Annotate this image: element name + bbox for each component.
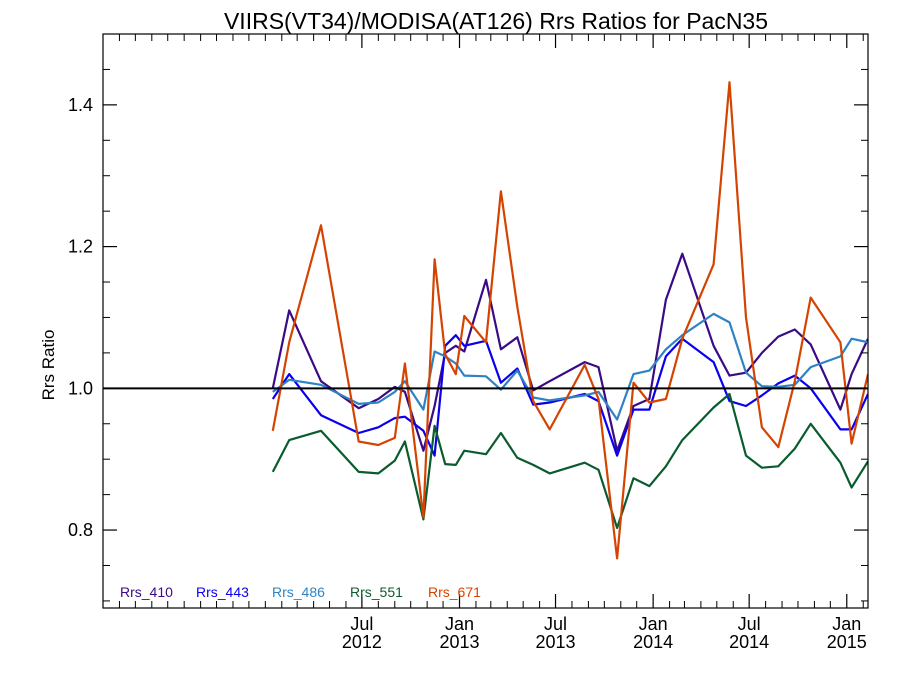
- x-tick-label-month: Jul: [738, 614, 761, 634]
- legend-entry-rrs-551: Rrs_551: [350, 584, 403, 600]
- x-tick-label-year: 2013: [439, 632, 479, 652]
- chart-title: VIIRS(VT34)/MODISA(AT126) Rrs Ratios for…: [224, 8, 768, 34]
- legend-entry-rrs-410: Rrs_410: [120, 584, 173, 600]
- x-tick-label-year: 2012: [342, 632, 382, 652]
- legend-entry-rrs-443: Rrs_443: [196, 584, 249, 600]
- plot-frame: [102, 33, 869, 609]
- y-axis-label: Rrs Ratio: [39, 330, 58, 401]
- x-tick-label-year: 2015: [827, 632, 867, 652]
- x-tick-label-month: Jan: [639, 614, 668, 634]
- y-tick-label: 1.0: [68, 378, 93, 398]
- series-line-rrs-671: [271, 81, 868, 560]
- series-line-rrs-410: [271, 252, 868, 452]
- legend-entry-rrs-486: Rrs_486: [272, 584, 325, 600]
- x-tick-label-month: Jul: [544, 614, 567, 634]
- x-tick-label-month: Jan: [445, 614, 474, 634]
- x-tick-label-year: 2013: [536, 632, 576, 652]
- legend-entry-rrs-671: Rrs_671: [428, 584, 481, 600]
- x-tick-label-year: 2014: [729, 632, 769, 652]
- x-tick-label-month: Jul: [350, 614, 373, 634]
- y-tick-label: 1.2: [68, 237, 93, 257]
- x-tick-label-year: 2014: [633, 632, 673, 652]
- series-line-rrs-551: [271, 392, 868, 530]
- y-tick-label: 0.8: [68, 520, 93, 540]
- plot-area: 0.81.01.21.4Jul2012Jan2013Jul2013Jan2014…: [68, 33, 869, 652]
- y-tick-label: 1.4: [68, 95, 93, 115]
- x-tick-label-month: Jan: [832, 614, 861, 634]
